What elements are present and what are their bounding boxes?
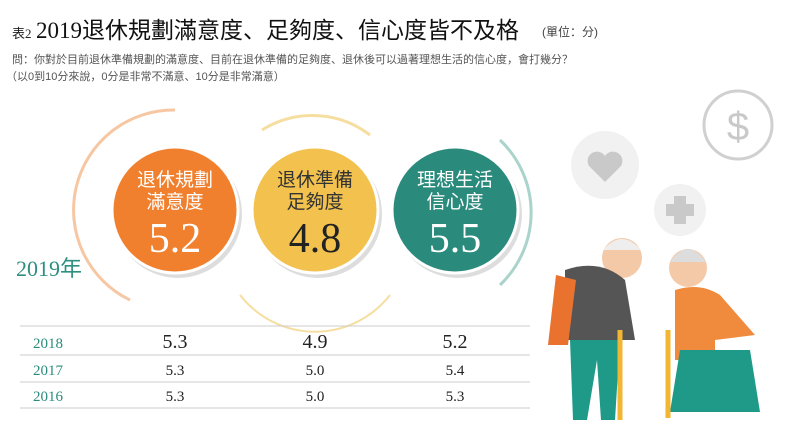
arc (239, 294, 391, 333)
year-label: 2019年 (16, 256, 82, 281)
table-cell: 5.0 (306, 363, 325, 379)
arc (498, 138, 533, 287)
score-circle (390, 145, 520, 275)
table-cell: 5.4 (446, 363, 465, 379)
question: 問：你對於目前退休準備規劃的滿意度、目前在退休準備的足夠度、退休後可以過著理想生… (12, 52, 573, 66)
circle-label: 退休準備 (277, 169, 353, 191)
dollar-icon: $ (727, 105, 749, 149)
score-circle (250, 145, 380, 275)
heart-icon (587, 151, 623, 182)
score-circle (110, 145, 240, 275)
table-prefix: 表2 (12, 26, 32, 41)
title: 2019退休規劃滿意度、足夠度、信心度皆不及格 (36, 18, 519, 43)
circle-label: 滿意度 (146, 191, 203, 213)
circle-score: 5.5 (429, 216, 482, 262)
body (565, 265, 635, 340)
hair (603, 239, 641, 250)
row-year: 2017 (33, 363, 64, 379)
circle-label: 信心度 (426, 191, 483, 213)
bubble (702, 89, 774, 161)
arm (548, 275, 576, 345)
table-cell: 5.0 (306, 389, 325, 405)
table-cell: 5.3 (163, 331, 188, 353)
body (675, 286, 755, 360)
table-cell: 5.3 (446, 389, 465, 405)
circle-score: 4.8 (289, 216, 342, 262)
hair (670, 249, 706, 262)
illustration: $ (548, 89, 774, 420)
circle-label: 理想生活 (417, 169, 493, 191)
table-cell: 5.3 (166, 389, 185, 405)
row-year: 2018 (33, 336, 63, 352)
table: 2018 5.3 4.9 5.2 2017 5.3 5.0 5.4 2016 5.3 5.0 5.3 (20, 325, 530, 409)
circle-score: 5.2 (149, 216, 202, 262)
legs (570, 340, 620, 420)
table-cell: 5.3 (166, 363, 185, 379)
note: （以0到10分來說，0分是非常不滿意、10分是非常滿意） (6, 69, 285, 83)
table-cell: 5.2 (443, 331, 468, 353)
circle-label: 退休規劃 (137, 169, 213, 191)
arc (72, 108, 176, 302)
arc (261, 114, 371, 137)
plus-icon (666, 196, 694, 224)
table-cell: 4.9 (303, 331, 328, 353)
unit: (單位：分) (542, 24, 598, 39)
skirt (670, 350, 760, 412)
circle-label: 足夠度 (286, 191, 343, 213)
row-year: 2016 (33, 389, 64, 405)
